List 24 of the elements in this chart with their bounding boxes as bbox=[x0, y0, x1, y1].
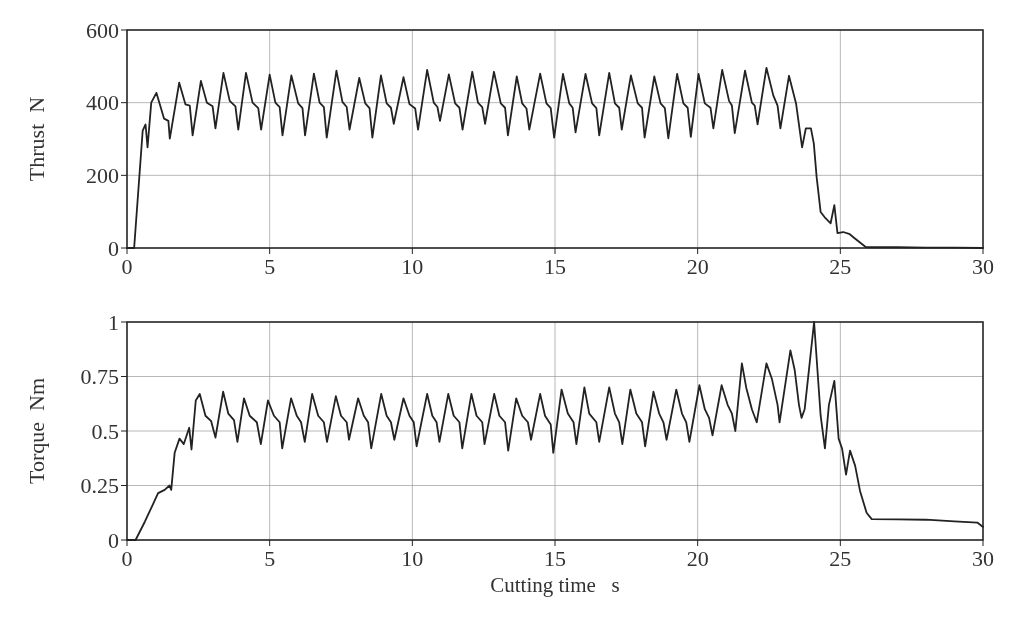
x-tick-label: 10 bbox=[401, 254, 424, 279]
x-tick-label: 15 bbox=[544, 254, 566, 279]
y-tick-label: 200 bbox=[86, 163, 119, 189]
y-axis-title: Torque Nm bbox=[24, 378, 49, 484]
x-tick-label: 5 bbox=[264, 546, 276, 571]
y-tick-label: 0.5 bbox=[91, 418, 119, 444]
x-tick-label: 20 bbox=[686, 254, 709, 279]
x-tick-label: 10 bbox=[401, 546, 424, 571]
y-tick-label: 0 bbox=[108, 527, 119, 553]
y-tick-label: 600 bbox=[86, 17, 119, 43]
x-tick-label: 5 bbox=[264, 254, 276, 279]
y-tick-label: 0 bbox=[108, 235, 119, 261]
x-tick-label: 20 bbox=[686, 546, 709, 571]
x-tick-label: 15 bbox=[544, 546, 566, 571]
y-tick-label: 0.25 bbox=[80, 473, 119, 499]
x-tick-label: 30 bbox=[972, 254, 994, 279]
y-tick-label: 1 bbox=[108, 309, 119, 335]
x-axis-title: Cutting time s bbox=[490, 573, 620, 597]
x-tick-label: 30 bbox=[972, 546, 994, 571]
x-tick-label: 25 bbox=[829, 546, 852, 571]
y-axis-title: Thrust N bbox=[24, 96, 49, 182]
x-tick-label: 25 bbox=[829, 254, 852, 279]
y-tick-label: 0.75 bbox=[80, 364, 119, 390]
y-tick-label: 400 bbox=[86, 90, 119, 116]
